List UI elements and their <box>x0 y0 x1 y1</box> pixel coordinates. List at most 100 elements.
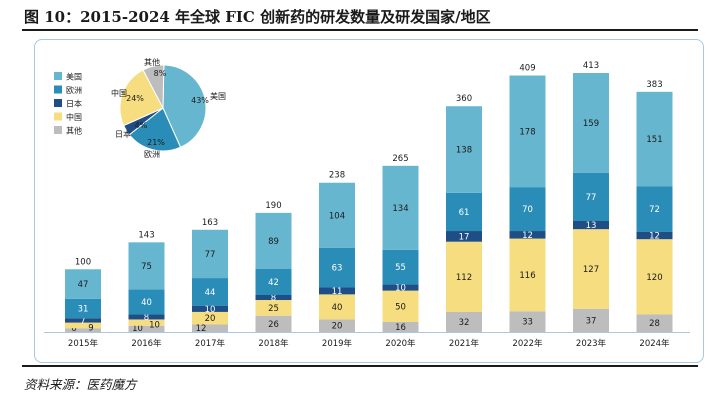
bar-segment <box>255 315 292 332</box>
bar-segment <box>382 165 419 250</box>
bar-value-label: 134 <box>392 204 408 214</box>
bar-segment <box>573 73 609 173</box>
bar-value-label: 89 <box>268 237 279 247</box>
bar-value-label: 61 <box>459 208 470 218</box>
bar-total-label: 265 <box>392 154 408 164</box>
title-rule <box>22 29 698 31</box>
bar-segment <box>573 308 609 332</box>
bar-value-label: 72 <box>649 205 660 215</box>
bar-value-label: 6 <box>71 324 76 334</box>
legend-label: 日本 <box>66 99 82 109</box>
legend-label: 中国 <box>66 112 82 122</box>
bar-value-label: 37 <box>586 316 597 326</box>
bar-segment <box>319 287 355 295</box>
bar-segment <box>509 75 546 188</box>
bar-segment <box>636 314 673 332</box>
x-tick-label: 2015年 <box>68 338 99 349</box>
bar-value-label: 20 <box>332 322 343 332</box>
bar-total-label: 190 <box>265 201 281 211</box>
pie-category-label: 美国 <box>210 91 226 101</box>
legend-swatch <box>54 126 62 134</box>
bar-segment <box>128 319 165 326</box>
x-tick-label: 2023年 <box>576 338 607 349</box>
bar-value-label: 10 <box>395 283 406 293</box>
x-tick-label: 2018年 <box>258 338 289 349</box>
x-tick-label: 2021年 <box>449 338 480 349</box>
bar-segment <box>192 278 228 306</box>
bar-value-label: 178 <box>519 127 535 137</box>
bar-value-label: 33 <box>522 318 533 328</box>
bar-segment <box>382 249 419 285</box>
bar-segment <box>636 239 673 315</box>
bar-segment <box>636 231 673 240</box>
x-tick-label: 2019年 <box>322 338 353 349</box>
bar-value-label: 12 <box>522 231 533 241</box>
bar-value-label: 120 <box>646 273 662 283</box>
pie-percent-label: 43% <box>191 96 209 105</box>
bar-total-label: 238 <box>329 171 345 181</box>
bar-value-label: 55 <box>395 263 406 273</box>
bar-total-label: 163 <box>202 218 218 228</box>
bar-value-label: 10 <box>132 324 143 334</box>
bar-value-label: 47 <box>78 280 89 290</box>
bar-segment <box>65 269 101 299</box>
bar-segment <box>382 284 419 291</box>
bar-total-label: 100 <box>75 257 91 267</box>
bar-segment <box>319 247 355 288</box>
bar-value-label: 8 <box>271 294 276 304</box>
bar-segment <box>192 229 228 279</box>
bar-value-label: 13 <box>586 221 597 231</box>
bar-segment <box>192 324 228 332</box>
bar-segment <box>192 305 228 312</box>
bar-value-label: 116 <box>519 271 535 281</box>
bar-segment <box>255 212 292 269</box>
bar-value-label: 12 <box>649 231 660 241</box>
bar-value-label: 31 <box>78 304 89 314</box>
bar-segment <box>509 231 546 239</box>
bar-segment <box>636 91 673 187</box>
bar-value-label: 40 <box>332 303 343 313</box>
bar-value-label: 20 <box>205 314 216 324</box>
bar-value-label: 26 <box>268 320 279 330</box>
legend-label: 其他 <box>66 126 82 136</box>
bar-value-label: 44 <box>205 288 216 298</box>
pie-slice <box>142 64 165 109</box>
x-tick-label: 2016年 <box>131 338 162 349</box>
bar-total-label: 383 <box>646 80 662 90</box>
bar-value-label: 32 <box>459 318 470 328</box>
bar-segment <box>319 182 355 248</box>
bar-segment <box>128 289 165 315</box>
bar-segment <box>319 294 355 320</box>
x-tick-label: 2020年 <box>385 338 416 349</box>
bar-value-label: 9 <box>88 324 93 334</box>
bar-value-label: 16 <box>395 323 406 333</box>
pie-percent-label: 4% <box>135 121 148 130</box>
bar-value-label: 104 <box>329 211 345 221</box>
bar-segment <box>255 300 292 316</box>
bar-segment <box>573 229 609 309</box>
bar-segment <box>255 268 292 295</box>
bar-value-label: 159 <box>583 119 599 129</box>
pie-slice <box>119 69 164 127</box>
bar-value-label: 75 <box>141 262 152 272</box>
bar-value-label: 10 <box>149 320 160 330</box>
bar-segment <box>128 242 165 290</box>
bar-segment <box>382 290 419 322</box>
bar-value-label: 151 <box>646 135 662 145</box>
bar-value-label: 12 <box>196 324 207 334</box>
legend-swatch <box>54 72 62 80</box>
bar-segment <box>573 221 609 230</box>
bar-segment <box>319 319 355 332</box>
legend-label: 美国 <box>66 72 82 82</box>
bar-value-label: 40 <box>141 298 152 308</box>
pie-percent-label: 8% <box>154 69 167 78</box>
legend-swatch <box>54 112 62 121</box>
bar-value-label: 70 <box>522 205 533 215</box>
bar-value-label: 77 <box>205 250 216 260</box>
bar-segment <box>446 311 482 332</box>
pie-category-label: 其他 <box>144 57 160 67</box>
bar-value-label: 127 <box>583 265 599 275</box>
bar-segment <box>128 325 165 332</box>
bar-value-label: 17 <box>459 232 470 242</box>
pie-category-label: 中国 <box>111 88 127 98</box>
